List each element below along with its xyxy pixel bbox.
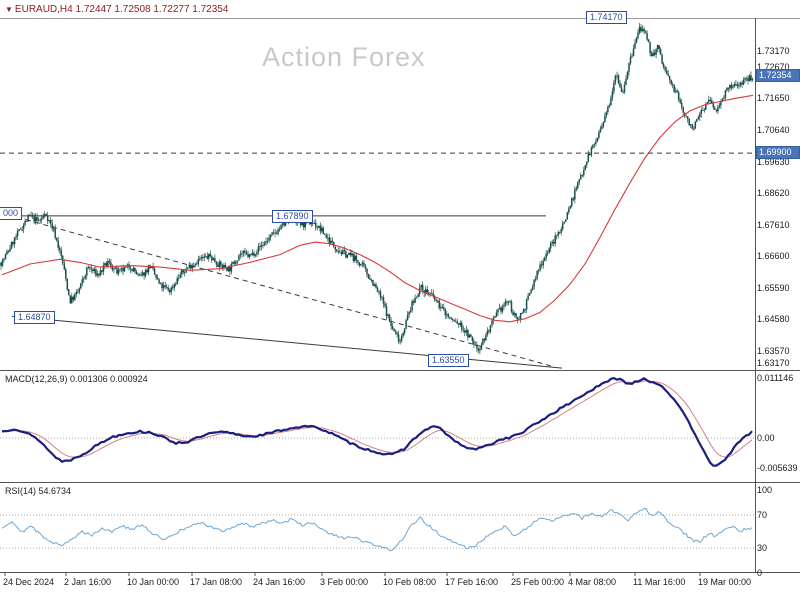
rsi-indicator-value: 54.6734 (38, 486, 72, 496)
rsi-line[interactable] (1, 507, 753, 552)
price-label-resistance[interactable]: 1.67890 (272, 210, 313, 223)
trend-line[interactable] (11, 315, 563, 369)
macd-signal-line[interactable] (2, 380, 753, 458)
chart-title: ▼ EURAUD,H4 1.72447 1.72508 1.72277 1.723… (5, 4, 228, 15)
macd-indicator-values: 0.001306 0.000924 (70, 374, 148, 384)
current-price-box: 1.72354 (756, 69, 800, 82)
rsi-indicator-name: RSI(14) (5, 486, 37, 496)
macd-label: MACD(12,26,9) 0.001306 0.000924 (5, 374, 148, 384)
watermark: Action Forex (262, 42, 426, 72)
price-label-peak[interactable]: 1.74170 (586, 11, 627, 24)
macd-main-line[interactable] (1, 376, 753, 467)
price-label-support-left[interactable]: 1.64870 (14, 311, 55, 324)
symbol-dropdown-icon: ▼ (5, 5, 13, 14)
candle-bodies (0, 27, 754, 351)
ohlc-values: 1.72447 1.72508 1.72277 1.72354 (75, 4, 229, 15)
price-label-support-low[interactable]: 1.63550 (428, 354, 469, 367)
rsi-label: RSI(14) 54.6734 (5, 486, 71, 496)
level-price-box: 1.69900 (756, 146, 800, 159)
macd-indicator-name: MACD(12,26,9) (5, 374, 68, 384)
price-label-left-partial[interactable]: 000 (0, 207, 23, 220)
symbol-name: EURAUD,H4 (14, 4, 73, 15)
trend-line[interactable] (0, 211, 553, 367)
candle-wicks (0, 23, 753, 355)
moving-average-line[interactable] (1, 94, 754, 323)
